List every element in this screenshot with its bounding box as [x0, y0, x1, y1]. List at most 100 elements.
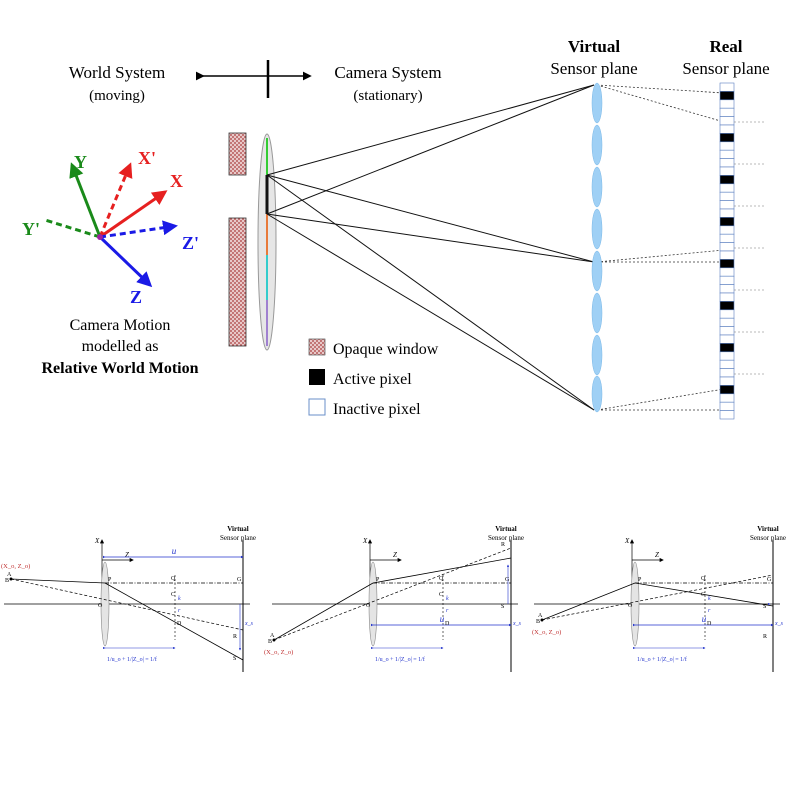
point-label: D	[445, 621, 450, 627]
point-label: A	[270, 633, 275, 639]
active-pixel	[719, 385, 735, 395]
z-axis-label: Z	[125, 551, 129, 559]
axis-yp-label: Y'	[22, 219, 40, 239]
object-coord: (X_o, Z_o)	[264, 649, 293, 656]
point-label: x_s	[774, 621, 784, 627]
object-coord: (X_o, Z_o)	[532, 629, 561, 636]
real-title: Real	[709, 37, 742, 56]
x-axis-label: X	[362, 537, 368, 545]
point-label: G	[237, 577, 242, 583]
point-label: S	[501, 604, 504, 610]
dashed-ray	[273, 547, 512, 641]
inactive-pixel	[719, 116, 735, 126]
point-label: k	[708, 596, 711, 602]
inactive-pixel	[719, 233, 735, 243]
inactive-pixel	[719, 368, 735, 378]
point-label: C	[439, 592, 443, 598]
inactive-pixel	[719, 99, 735, 109]
chief-ray	[273, 582, 374, 641]
active-pixel	[719, 343, 735, 353]
axis-xp-label: X'	[138, 148, 156, 168]
axis-z-label: Z	[130, 287, 142, 307]
z-axis-label: Z	[655, 551, 659, 559]
motion-line-3: Relative World Motion	[41, 360, 198, 377]
active-pixel	[719, 217, 735, 227]
world-system-sub: (moving)	[89, 88, 145, 104]
virtual-label: Virtual	[757, 525, 779, 533]
point-label: P	[108, 577, 112, 583]
point-label: O	[366, 603, 371, 609]
point-label: G	[505, 577, 510, 583]
inactive-pixel	[719, 242, 735, 252]
active-pixel	[719, 175, 735, 185]
opaque-window-bottom	[228, 217, 247, 347]
point-label: S	[233, 656, 236, 662]
sensor-plane-label: Sensor plane	[220, 534, 256, 542]
inactive-pixel	[719, 267, 735, 277]
inactive-pixel	[719, 292, 735, 302]
point-label: A	[538, 613, 543, 619]
inactive-pixel	[719, 82, 735, 92]
inactive-pixel	[719, 183, 735, 193]
point-label: D	[177, 621, 182, 627]
point-label: r	[708, 608, 711, 614]
point-label: G	[767, 577, 772, 583]
real-sensor-ticks	[734, 121, 765, 375]
virtual-title: Virtual	[568, 37, 621, 56]
active-pixel	[719, 259, 735, 269]
inactive-pixel	[719, 393, 735, 403]
point-label: Q	[171, 576, 176, 582]
legend-inactive-swatch	[308, 398, 326, 416]
chief-ray	[10, 578, 106, 584]
point-label: R	[763, 634, 767, 640]
point-label: r	[178, 608, 181, 614]
inactive-pixel	[719, 250, 735, 260]
inactive-pixel	[719, 326, 735, 336]
u-label: u	[440, 614, 445, 624]
point-label: R	[501, 542, 505, 548]
z-axis-label: Z	[393, 551, 397, 559]
point-label: S	[763, 604, 766, 610]
inactive-pixel	[719, 359, 735, 369]
inactive-pixel	[719, 141, 735, 151]
point-label: B	[536, 619, 540, 625]
legend-active-swatch	[309, 369, 325, 385]
legend-inactive-label: Inactive pixel	[333, 401, 421, 418]
coordinate-axes: X X' Y Y' Z' Z	[22, 148, 199, 307]
refracted-ray	[634, 582, 774, 607]
inactive-pixel	[719, 275, 735, 285]
inactive-pixel	[719, 158, 735, 168]
ray-lines	[266, 84, 595, 411]
point-label: D	[707, 621, 712, 627]
top-diagram: World System (moving) Camera System (sta…	[22, 37, 770, 420]
double-arrow-icon	[195, 60, 312, 98]
legend: Opaque window Active pixel Inactive pixe…	[308, 338, 439, 418]
inactive-pixel	[719, 124, 735, 134]
main-lens	[257, 133, 277, 351]
u-label: u	[172, 546, 177, 556]
x-axis-label: X	[94, 537, 100, 545]
inactive-pixel	[719, 225, 735, 235]
motion-line-1: Camera Motion	[70, 317, 171, 334]
legend-active-label: Active pixel	[333, 371, 412, 388]
inactive-pixel	[719, 191, 735, 201]
legend-opaque-swatch	[308, 338, 326, 356]
real-sensor-pixels	[719, 82, 735, 420]
inactive-pixel	[719, 334, 735, 344]
point-label: O	[98, 603, 103, 609]
axis-zp-label: Z'	[182, 233, 199, 253]
inactive-pixel	[719, 284, 735, 294]
point-label: C	[701, 592, 705, 598]
inactive-pixel	[719, 200, 735, 210]
axis-y-label: Y	[74, 152, 87, 172]
point-label: B	[268, 639, 272, 645]
point-label: x_s	[244, 621, 254, 627]
inactive-pixel	[719, 317, 735, 327]
sensor-plane-label: Sensor plane	[488, 534, 524, 542]
virtual-label: Virtual	[227, 525, 249, 533]
axis-x-label: X	[170, 171, 183, 191]
active-pixel	[719, 91, 735, 101]
camera-system-sub: (stationary)	[353, 88, 422, 104]
inactive-pixel	[719, 107, 735, 117]
